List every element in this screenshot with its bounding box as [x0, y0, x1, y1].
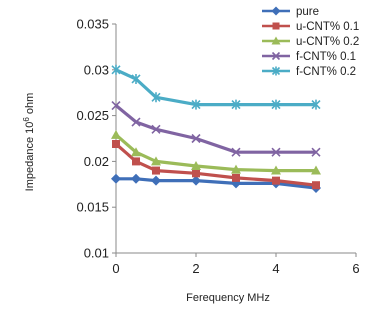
y-tick-label: 0.02 [84, 154, 109, 169]
axes: 0.01 0.015 0.02 0.025 0.03 0.035 0 2 4 6 [76, 17, 359, 277]
x-tick-label: 4 [272, 261, 279, 276]
data-point [271, 99, 281, 110]
data-point [311, 99, 321, 110]
data-point [151, 175, 161, 186]
y-tick-label: 0.03 [84, 62, 109, 77]
data-point [132, 157, 140, 166]
data-point [111, 64, 121, 75]
x-axis-title: Ferequency MHz [186, 292, 270, 304]
x-tick-label: 0 [112, 261, 119, 276]
data-point [151, 92, 161, 103]
y-axis-title-suffix: ohm [24, 93, 36, 117]
data-point [271, 36, 281, 45]
data-point [131, 147, 141, 157]
data-point [271, 66, 281, 76]
y-tick-label: 0.025 [76, 108, 109, 123]
y-axis-title-exponent: 6 [22, 117, 31, 122]
legend: pure u-CNT% 0.1 u-CNT% 0.2 f-CNT% 0.1 f-CNT%… [258, 2, 372, 84]
data-point [231, 164, 241, 174]
data-point [111, 129, 121, 139]
data-point [191, 160, 201, 170]
y-tick-label: 0.01 [84, 246, 109, 261]
data-point [311, 165, 321, 175]
data-point [192, 169, 200, 178]
data-point [271, 6, 281, 16]
x-tick-label: 6 [352, 261, 359, 276]
y-axis-title-prefix: Impedance 10 [24, 122, 36, 192]
data-point [111, 173, 121, 184]
data-point [131, 173, 141, 184]
data-point [191, 99, 201, 110]
data-point [231, 99, 241, 110]
y-axis-title: Impedance 106 ohm [22, 93, 36, 192]
legend-label: pure [296, 6, 319, 18]
y-tick-label: 0.015 [76, 200, 109, 215]
data-point [311, 147, 321, 157]
data-point [312, 181, 320, 190]
data-point [111, 100, 121, 111]
legend-label: f-CNT% 0.1 [296, 51, 356, 63]
data-point [151, 156, 161, 166]
data-point [191, 175, 201, 186]
y-tick-label: 0.035 [76, 17, 109, 32]
data-point [272, 176, 280, 185]
x-tick-label: 2 [192, 261, 199, 276]
data-point [152, 166, 160, 175]
legend-label: u-CNT% 0.2 [296, 36, 359, 48]
legend-label: f-CNT% 0.2 [296, 66, 356, 78]
data-point [271, 147, 281, 157]
data-point [112, 139, 120, 148]
data-point [131, 117, 141, 127]
data-point [232, 173, 240, 182]
legend-label: u-CNT% 0.1 [296, 21, 359, 33]
data-point [272, 22, 280, 30]
series-group [111, 64, 321, 193]
data-point [131, 73, 141, 84]
data-point [151, 124, 161, 134]
data-point [191, 133, 201, 144]
data-point [271, 165, 281, 175]
data-point [231, 147, 241, 157]
data-point [271, 51, 281, 61]
